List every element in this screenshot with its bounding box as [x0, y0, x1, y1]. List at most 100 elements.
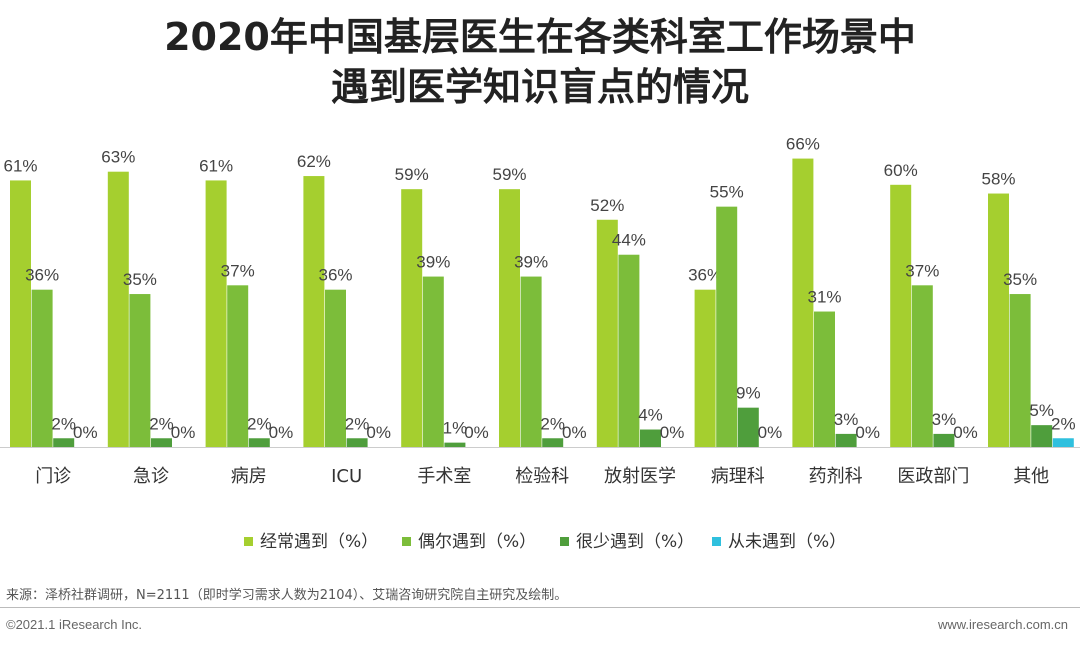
- bar-10-3: [1052, 438, 1074, 447]
- source-note: 来源：泽桥社群调研，N=2111（即时学习需求人数为2104）、艾瑞咨询研究院自…: [6, 588, 568, 603]
- bar-2-1: [227, 285, 249, 447]
- data-label-8-1: 31%: [807, 288, 841, 307]
- bar-7-1: [716, 206, 738, 447]
- category-label-5: 检验科: [515, 466, 569, 487]
- website-link[interactable]: www.iresearch.com.cn: [937, 617, 1068, 632]
- bar-4-0: [401, 189, 423, 448]
- bar-9-1: [911, 285, 933, 447]
- data-label-9-1: 37%: [905, 261, 939, 280]
- data-label-10-0: 58%: [981, 170, 1015, 189]
- bar-4-1: [422, 276, 444, 447]
- legend-label-0: 经常遇到（%）: [260, 532, 378, 552]
- data-label-4-3: 0%: [464, 423, 489, 442]
- bar-5-1: [520, 276, 542, 447]
- data-label-5-0: 59%: [492, 165, 526, 184]
- data-label-6-0: 52%: [590, 196, 624, 215]
- bar-0-2: [53, 438, 75, 447]
- data-label-9-3: 0%: [953, 423, 978, 442]
- bar-5-2: [542, 438, 564, 447]
- bar-10-1: [1009, 294, 1031, 447]
- data-label-3-3: 0%: [366, 423, 391, 442]
- category-label-6: 放射医学: [604, 466, 676, 487]
- data-label-0-3: 0%: [73, 423, 98, 442]
- category-label-2: 病房: [231, 466, 267, 487]
- bar-3-1: [325, 289, 346, 447]
- bar-1-0: [107, 171, 129, 447]
- chart-title-line-1: 2020年中国基层医生在各类科室工作场景中: [164, 15, 916, 59]
- category-label-8: 药剂科: [809, 466, 863, 487]
- bar-0-1: [31, 289, 53, 447]
- bar-9-0: [890, 184, 912, 448]
- bar-1-2: [151, 438, 172, 447]
- data-label-9-0: 60%: [884, 161, 918, 180]
- data-label-4-2: 1%: [443, 419, 468, 438]
- data-label-1-3: 0%: [171, 423, 196, 442]
- data-label-0-2: 2%: [51, 414, 76, 433]
- footer-divider: [0, 607, 1080, 608]
- data-label-5-1: 39%: [514, 253, 548, 272]
- bar-8-0: [792, 158, 814, 447]
- category-label-4: 手术室: [417, 466, 471, 487]
- bar-7-0: [694, 289, 716, 447]
- category-label-1: 急诊: [133, 466, 169, 487]
- data-label-2-3: 0%: [269, 423, 294, 442]
- legend-swatch-3: [712, 537, 721, 546]
- bar-10-0: [988, 193, 1009, 447]
- category-label-7: 病理科: [711, 466, 765, 487]
- data-label-1-1: 35%: [123, 270, 157, 289]
- data-label-1-0: 63%: [101, 148, 135, 167]
- bar-8-2: [835, 433, 857, 447]
- data-label-0-0: 61%: [3, 156, 37, 175]
- data-label-6-1: 44%: [612, 231, 646, 250]
- legend-label-2: 很少遇到（%）: [576, 532, 694, 552]
- data-label-9-2: 3%: [932, 410, 957, 429]
- data-label-5-3: 0%: [562, 423, 587, 442]
- bar-7-2: [737, 407, 759, 447]
- category-label-10: 其他: [1013, 466, 1049, 487]
- bar-2-2: [248, 438, 270, 447]
- category-label-0: 门诊: [35, 466, 71, 487]
- bar-6-1: [618, 254, 640, 447]
- category-label-9: 医政部门: [897, 466, 969, 487]
- bar-5-0: [499, 189, 520, 448]
- bar-10-2: [1031, 425, 1053, 447]
- bar-6-2: [640, 429, 661, 447]
- legend-label-3: 从未遇到（%）: [728, 532, 846, 552]
- data-label-0-1: 36%: [25, 266, 59, 285]
- data-label-10-2: 5%: [1029, 401, 1054, 420]
- bar-1-1: [129, 294, 151, 447]
- data-label-3-1: 36%: [318, 266, 352, 285]
- copyright-text: ©2021.1 iResearch Inc.: [6, 617, 143, 632]
- data-label-7-3: 0%: [758, 423, 783, 442]
- data-label-2-1: 37%: [221, 261, 255, 280]
- data-label-2-2: 2%: [247, 414, 272, 433]
- legend-swatch-0: [244, 537, 253, 546]
- data-label-4-1: 39%: [416, 253, 450, 272]
- data-label-8-3: 0%: [855, 423, 880, 442]
- legend-swatch-2: [560, 537, 569, 546]
- data-label-3-0: 62%: [297, 152, 331, 171]
- bar-3-0: [303, 176, 325, 447]
- data-label-10-3: 2%: [1051, 414, 1076, 433]
- chart-title-line-2: 遇到医学知识盲点的情况: [330, 65, 749, 109]
- data-label-6-2: 4%: [638, 406, 663, 425]
- data-label-6-3: 0%: [660, 423, 685, 442]
- bar-0-0: [10, 180, 31, 447]
- bar-2-0: [205, 180, 227, 447]
- bar-3-2: [346, 438, 368, 447]
- category-label-3: ICU: [331, 466, 362, 487]
- legend-swatch-1: [402, 537, 411, 546]
- bar-6-0: [596, 219, 618, 447]
- data-label-10-1: 35%: [1003, 270, 1037, 289]
- data-label-8-2: 3%: [834, 410, 859, 429]
- data-label-7-1: 55%: [710, 183, 744, 202]
- bar-9-2: [933, 433, 955, 447]
- data-label-3-2: 2%: [345, 414, 370, 433]
- legend-label-1: 偶尔遇到（%）: [418, 532, 536, 552]
- bar-chart: 61%36%2%0%门诊63%35%2%0%急诊61%37%2%0%病房62%3…: [0, 135, 1080, 552]
- data-label-8-0: 66%: [786, 135, 820, 154]
- bar-4-2: [444, 442, 466, 447]
- chart-title: 2020年中国基层医生在各类科室工作场景中 遇到医学知识盲点的情况: [0, 12, 1080, 112]
- data-label-7-2: 9%: [736, 384, 761, 403]
- data-label-2-0: 61%: [199, 156, 233, 175]
